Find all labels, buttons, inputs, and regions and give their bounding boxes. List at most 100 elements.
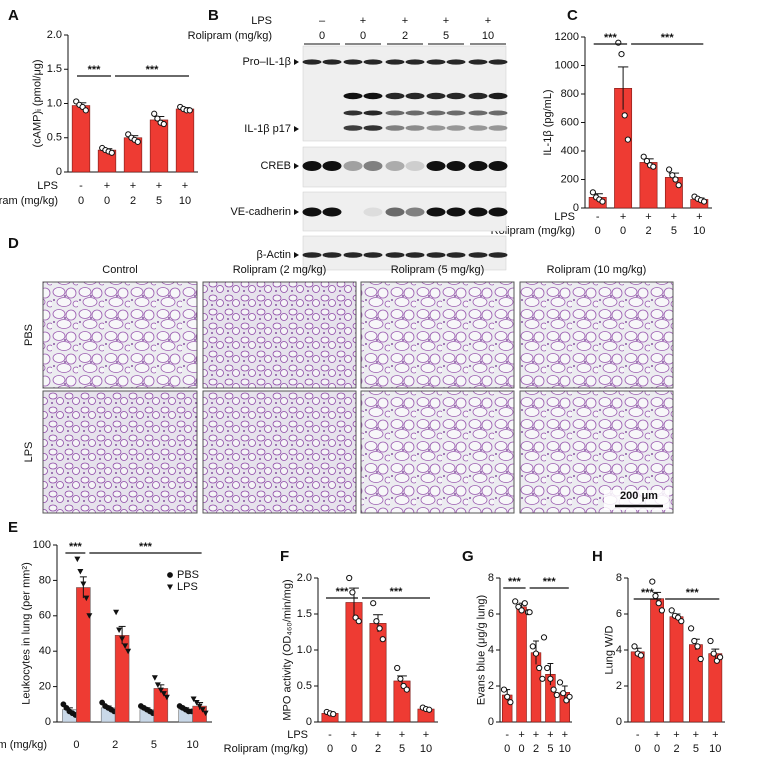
data-point (521, 600, 528, 607)
data-point (678, 618, 685, 625)
y-tick-label: 0 (45, 716, 51, 728)
row-label: LPS (287, 729, 308, 741)
data-point (649, 578, 656, 585)
y-axis-label: Leukocytes in lung (per mm²) (20, 562, 32, 704)
blot-band (488, 252, 508, 258)
blot-band (405, 59, 425, 65)
data-point (675, 182, 682, 189)
row-label: Rolipram (mg/kg) (188, 30, 272, 42)
blot-band (488, 125, 508, 131)
data-point (108, 149, 115, 156)
data-point (539, 675, 546, 682)
panel-letter: H (592, 548, 603, 565)
y-tick-label: 4 (616, 644, 622, 656)
data-point (86, 613, 93, 619)
panel-letter: B (208, 7, 219, 24)
data-point (658, 607, 666, 614)
blot-band (385, 59, 405, 65)
x-tick-label: 2 (533, 743, 539, 755)
bar (71, 105, 91, 173)
x-tick-label: 10 (187, 739, 199, 751)
data-point (116, 627, 123, 633)
panel-letter: A (8, 7, 19, 24)
data-point (544, 664, 551, 672)
histology-image (202, 281, 357, 389)
data-point (74, 556, 81, 563)
data-point (370, 600, 377, 607)
legend-marker (167, 572, 173, 578)
data-point (566, 693, 573, 700)
row-label: LPS (554, 211, 575, 223)
x-tick-label: 5 (151, 739, 157, 751)
data-point (694, 643, 701, 650)
blot-band (468, 59, 488, 65)
data-point (134, 138, 141, 145)
data-point (373, 618, 380, 625)
data-point (154, 115, 161, 122)
lps-label: + (351, 729, 357, 741)
band-arrow (294, 252, 299, 258)
rolipram-label: 5 (443, 30, 449, 42)
blot-band (385, 92, 405, 100)
lps-label: + (533, 729, 539, 741)
lps-label: + (156, 180, 162, 192)
significance-label: *** (390, 586, 404, 598)
row-label: Rolipram (mg/kg) (491, 225, 575, 237)
y-tick-label: 80 (39, 574, 51, 586)
significance-label: *** (686, 587, 700, 599)
lps-label: + (130, 180, 136, 192)
x-tick-label: 0 (635, 743, 641, 755)
blot-band (426, 110, 446, 116)
x-tick-label: 10 (420, 743, 432, 755)
rolipram-label: 10 (482, 30, 494, 42)
x-tick-label: 0 (78, 195, 84, 207)
panel-letter: D (8, 235, 19, 252)
blot-band (343, 59, 363, 65)
lps-label: + (712, 729, 718, 741)
lps-label: + (696, 211, 702, 223)
y-tick-label: 1.0 (297, 644, 312, 656)
data-point (618, 51, 625, 58)
y-tick-label: 6 (488, 608, 494, 620)
histology-image (519, 281, 674, 389)
bar (114, 635, 130, 723)
blot-band (468, 125, 488, 131)
significance-label: *** (146, 64, 160, 76)
data-point (669, 172, 676, 179)
data-point (80, 581, 87, 587)
blot-band (446, 92, 466, 100)
blot-band (302, 252, 322, 258)
significance-label: *** (88, 64, 102, 76)
significance-label: *** (336, 586, 350, 598)
band-label: Pro–IL-1β (242, 56, 291, 68)
bar (153, 688, 169, 723)
blot-band (302, 161, 322, 171)
legend-label: LPS (177, 581, 198, 593)
data-point (119, 636, 126, 642)
data-point (512, 598, 519, 605)
bar (708, 653, 723, 723)
histology-image (360, 390, 515, 514)
data-point (157, 687, 164, 694)
lps-label: + (547, 729, 553, 741)
data-point (556, 679, 564, 686)
scale-bar-label: 200 μm (620, 490, 658, 502)
x-tick-label: 0 (73, 739, 79, 751)
rolipram-label: 2 (402, 30, 408, 42)
band-label: β-Actin (257, 249, 291, 261)
data-point (426, 706, 433, 713)
lps-label: + (104, 180, 110, 192)
y-tick-label: 200 (561, 173, 579, 185)
rolipram-label: 0 (360, 30, 366, 42)
blot-band (385, 252, 405, 258)
data-point (550, 686, 557, 693)
significance-label: *** (604, 32, 618, 44)
blot-band (302, 207, 322, 217)
y-tick-label: 0 (56, 166, 62, 178)
data-point (553, 691, 560, 699)
y-tick-label: 100 (33, 539, 51, 551)
data-point (707, 637, 714, 645)
significance-label: *** (661, 32, 675, 44)
blot-band (446, 161, 466, 171)
data-point (500, 686, 508, 693)
